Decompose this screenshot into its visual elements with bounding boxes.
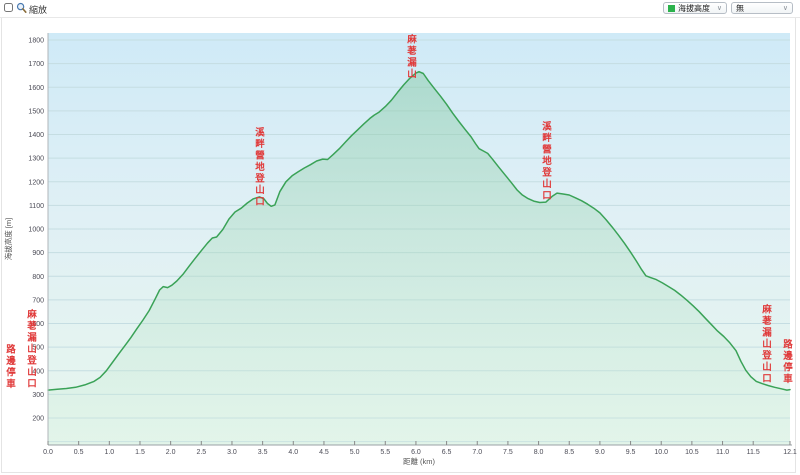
x-tick-label: 3.0 bbox=[227, 449, 237, 456]
x-tick-label: 11.5 bbox=[747, 449, 760, 456]
magnifier-icon bbox=[16, 2, 27, 13]
y-tick-label: 800 bbox=[32, 274, 44, 281]
x-tick-label: 11.0 bbox=[716, 449, 729, 456]
x-tick-label: 6.5 bbox=[442, 449, 452, 456]
x-tick-label: 0.0 bbox=[43, 449, 53, 456]
zoom-label: 縮放 bbox=[29, 5, 48, 15]
x-tick-label: 1.0 bbox=[104, 449, 114, 456]
chevron-down-icon: ∨ bbox=[716, 4, 722, 12]
y-tick-label: 500 bbox=[32, 345, 44, 352]
x-tick-label: 10.5 bbox=[685, 449, 699, 456]
y-tick-label: 1400 bbox=[28, 132, 44, 139]
x-tick-label: 7.0 bbox=[472, 449, 482, 456]
y-tick-label: 1200 bbox=[28, 179, 44, 186]
x-tick-label: 2.0 bbox=[166, 449, 176, 456]
x-tick-label: 5.5 bbox=[380, 449, 390, 456]
overlay-select[interactable]: 無 ∨ bbox=[731, 2, 793, 14]
y-tick-label: 700 bbox=[32, 297, 44, 304]
y-tick-label: 1100 bbox=[29, 203, 44, 210]
y-tick-label: 900 bbox=[32, 250, 44, 257]
y-tick-label: 1300 bbox=[28, 156, 44, 163]
y-tick-label: 300 bbox=[32, 392, 44, 399]
y-tick-label: 1600 bbox=[28, 85, 44, 92]
overlay-select-value: 無 bbox=[736, 3, 744, 13]
y-tick-label: 1700 bbox=[28, 61, 44, 68]
y-tick-label: 1500 bbox=[28, 108, 44, 115]
y-tick-label: 1000 bbox=[28, 227, 44, 234]
elevation-line bbox=[47, 70, 791, 391]
y-axis-title: 海拔高度 [m] bbox=[3, 218, 13, 261]
series-select-value: 海拔高度 bbox=[678, 3, 710, 13]
series-select[interactable]: 海拔高度 ∨ bbox=[663, 2, 727, 14]
y-tick-label: 600 bbox=[32, 321, 44, 328]
x-tick-label: 5.0 bbox=[350, 449, 360, 456]
x-tick-label: 10.0 bbox=[654, 449, 668, 456]
x-tick-label: 2.5 bbox=[196, 449, 206, 456]
y-tick-label: 200 bbox=[32, 416, 44, 423]
chevron-down-icon: ∨ bbox=[782, 4, 788, 12]
x-tick-label: 6.0 bbox=[411, 449, 421, 456]
x-tick-label: 8.5 bbox=[564, 449, 574, 456]
x-tick-label: 4.5 bbox=[319, 449, 329, 456]
y-tick-label: 1800 bbox=[28, 38, 44, 45]
chart-toolbar: 縮放 海拔高度 ∨ 無 ∨ bbox=[0, 0, 800, 18]
x-tick-label: 9.0 bbox=[595, 449, 605, 456]
elevation-fill bbox=[48, 71, 790, 445]
x-tick-label: 4.0 bbox=[288, 449, 298, 456]
x-tick-label: 1.5 bbox=[135, 449, 145, 456]
x-tick-label: 0.5 bbox=[74, 449, 84, 456]
series-color-swatch bbox=[668, 4, 675, 12]
x-tick-label: 7.5 bbox=[503, 449, 513, 456]
y-tick-label: 400 bbox=[32, 368, 44, 375]
x-tick-label: 12.1 bbox=[783, 449, 797, 456]
zoom-checkbox[interactable] bbox=[4, 3, 13, 12]
x-tick-label: 3.5 bbox=[258, 449, 268, 456]
x-axis-title: 距離 (km) bbox=[403, 456, 436, 466]
x-tick-label: 8.0 bbox=[534, 449, 544, 456]
x-tick-label: 9.5 bbox=[626, 449, 636, 456]
